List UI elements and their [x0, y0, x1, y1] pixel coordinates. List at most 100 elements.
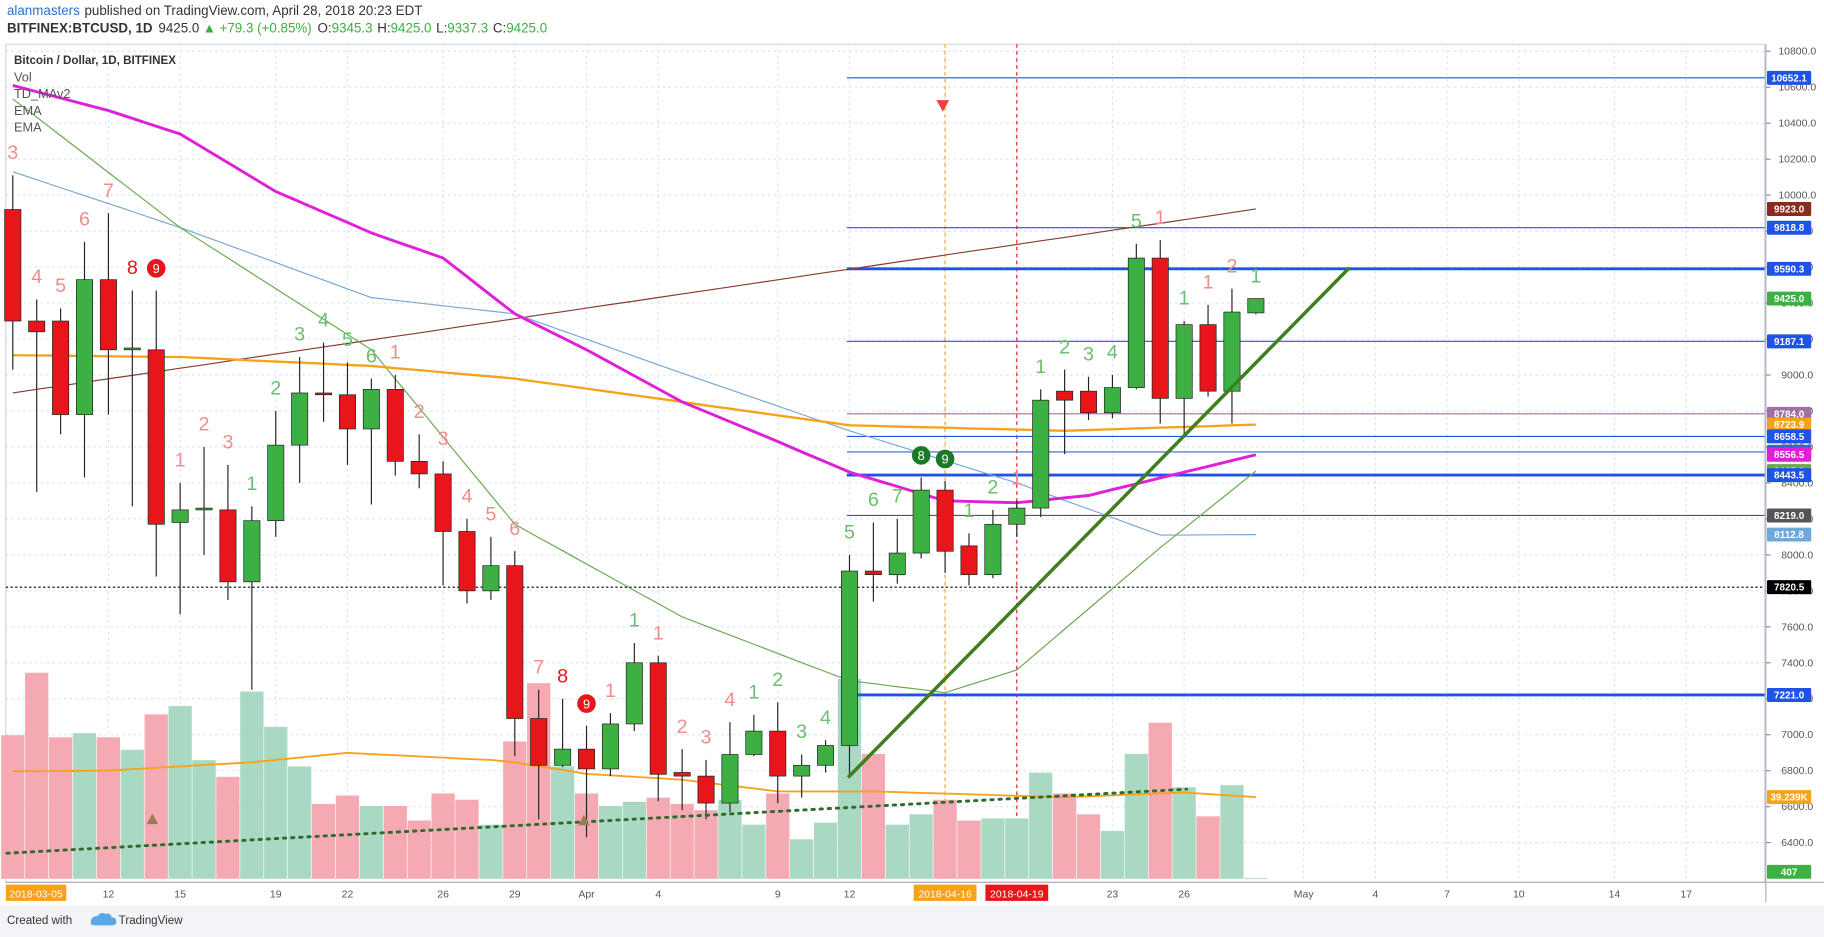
- td-count: 1: [1011, 468, 1022, 490]
- ma-line: [12, 208, 1256, 394]
- price-tag: [1767, 527, 1812, 542]
- td-count: 1: [1203, 272, 1214, 294]
- volume-bar: [311, 803, 336, 879]
- candle-body: [195, 507, 213, 511]
- volume-bar: [72, 733, 97, 879]
- volume-pane: [1, 672, 1268, 879]
- td-count: 1: [605, 680, 616, 702]
- candle-body: [1127, 257, 1145, 388]
- price-tag: [1767, 261, 1812, 276]
- volume-bar: [1172, 787, 1196, 879]
- x-tick-label: 29: [509, 889, 521, 900]
- x-tick-label: 9: [775, 889, 781, 900]
- signal-arrow: [936, 100, 950, 112]
- price-tag: [1767, 202, 1812, 216]
- td-count: 4: [1107, 342, 1118, 364]
- td-count: 5: [1131, 210, 1142, 232]
- td-count: 4: [318, 309, 329, 331]
- date-highlight: [985, 884, 1049, 901]
- y-tick-label: 8000.0: [1781, 550, 1813, 561]
- price-tag-label: 9590.3: [1774, 264, 1805, 275]
- candle-body: [1223, 311, 1241, 392]
- candle-body: [386, 389, 404, 462]
- price-tag-label: 9818.8: [1774, 223, 1805, 234]
- candle-body: [578, 748, 596, 770]
- up-arrow: ▲: [203, 21, 216, 36]
- y-tick-label: 8400.0: [1781, 478, 1813, 489]
- legend-item[interactable]: EMA: [14, 103, 42, 118]
- volume-bar: [1052, 793, 1077, 879]
- ohlc-value: 9345.3: [332, 21, 373, 36]
- candle-body: [888, 552, 906, 575]
- x-tick-label: May: [1294, 889, 1315, 900]
- x-tick-label: 4: [655, 889, 661, 900]
- candle-body: [554, 748, 572, 766]
- volume-bar: [1, 735, 25, 879]
- legend-item[interactable]: EMA: [14, 120, 42, 135]
- candle-body: [530, 718, 548, 766]
- price-tag-label: 8784.0: [1774, 409, 1805, 420]
- td-count: 4: [31, 266, 42, 288]
- legend-item[interactable]: Vol: [14, 69, 32, 84]
- candle-body: [984, 523, 1002, 575]
- ohlc-key: H:: [377, 21, 390, 36]
- x-tick-label: 26: [437, 889, 449, 900]
- volume-bar: [885, 824, 909, 879]
- candle-body: [506, 565, 524, 719]
- y-tick-label: 10400.0: [1778, 119, 1816, 130]
- volume-bar: [96, 737, 121, 879]
- author[interactable]: alanmasters: [7, 3, 80, 18]
- td-count: 7: [533, 656, 544, 678]
- volume-bar: [622, 801, 646, 879]
- volume-bar: [359, 805, 384, 879]
- price-tag: [1767, 220, 1812, 235]
- td-count: 2: [1059, 336, 1070, 358]
- volume-bar: [503, 741, 527, 879]
- td-count: 7: [103, 180, 114, 202]
- volume-bar: [48, 737, 73, 879]
- price-tag: [1767, 334, 1812, 349]
- candle-body: [960, 545, 978, 575]
- td-count: 6: [509, 518, 520, 540]
- price-tag: [1767, 406, 1812, 421]
- td-count: 2: [772, 669, 783, 691]
- ohlc-key: L:: [436, 21, 447, 36]
- x-tick-label: 23: [1107, 889, 1119, 900]
- volume-bar: [909, 814, 933, 879]
- candle-body: [147, 349, 165, 525]
- y-tick-label: 10000.0: [1778, 191, 1816, 202]
- volume-bar: [1029, 772, 1053, 879]
- brand-icon: [90, 912, 117, 926]
- price-tag-label: 9187.1: [1774, 337, 1805, 348]
- ohlc-key: O:: [318, 21, 332, 36]
- td-count: 2: [270, 378, 281, 400]
- td-count: 1: [748, 682, 759, 704]
- footer-brand[interactable]: TradingView: [119, 914, 184, 927]
- price-tag: [1767, 580, 1812, 595]
- symbol: BITFINEX:BTCUSD, 1D: [7, 21, 153, 36]
- td-count: 9: [942, 452, 949, 467]
- td-count: 1: [246, 473, 257, 495]
- td-count: 2: [414, 401, 425, 423]
- volume-bar: [1076, 814, 1101, 879]
- candle-body: [410, 460, 428, 475]
- legend-item[interactable]: TD_MAv2: [14, 86, 71, 101]
- td-count: 1: [964, 500, 975, 522]
- volume-bar: [144, 714, 168, 879]
- candle-body: [1103, 387, 1121, 414]
- candle-body: [267, 444, 285, 522]
- volume-bar: [335, 795, 360, 879]
- td-count: 3: [222, 432, 233, 454]
- ma-line: [12, 98, 1257, 694]
- candle-body: [769, 730, 787, 777]
- td-count: 5: [342, 329, 353, 351]
- x-tick-label: 15: [174, 889, 186, 900]
- candle-body: [338, 394, 356, 430]
- volume-bar: [981, 818, 1005, 879]
- candle-body: [4, 209, 22, 322]
- candle-body: [458, 531, 476, 592]
- volume-bar: [1005, 818, 1029, 879]
- candle-body: [1175, 324, 1193, 399]
- td-count: 2: [1226, 255, 1237, 277]
- change: +79.3 (+0.85%): [220, 21, 312, 36]
